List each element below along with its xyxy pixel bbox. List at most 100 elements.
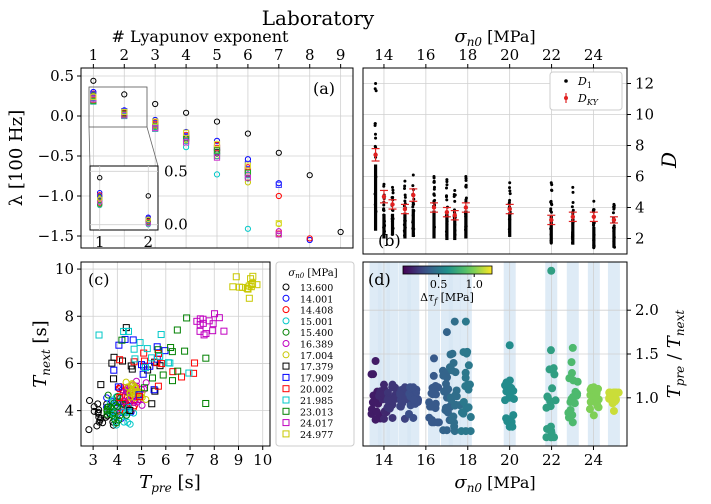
x-tick-label: 9	[234, 451, 244, 469]
d1-point	[382, 232, 386, 236]
d1-point	[373, 192, 377, 196]
y-tick-label: 0.0	[50, 107, 74, 125]
d1-point	[612, 207, 616, 211]
data-point	[161, 347, 169, 355]
d1-point	[612, 235, 616, 239]
data-point	[121, 108, 128, 116]
dky-point	[444, 209, 450, 215]
x-tick-label: 4	[113, 451, 123, 469]
ratio-point	[409, 383, 418, 392]
ratio-point	[442, 426, 451, 435]
ratio-point	[464, 385, 473, 394]
ratio-point	[442, 328, 451, 337]
d1-point	[391, 188, 395, 192]
d1-point	[453, 188, 457, 192]
d1-column	[445, 212, 449, 241]
ratio-point	[464, 403, 473, 412]
zoom-box	[88, 86, 148, 128]
d1-point	[613, 245, 617, 249]
legend-marker	[282, 362, 290, 370]
d1-point	[549, 181, 553, 185]
d1-point	[507, 227, 511, 231]
d1-point	[390, 232, 394, 236]
inset-point	[97, 196, 103, 202]
d1-point	[453, 229, 457, 233]
data-point	[337, 228, 344, 236]
data-point	[220, 327, 228, 335]
data-point	[213, 140, 221, 148]
data-point	[121, 91, 128, 98]
d1-point	[549, 199, 553, 203]
data-point	[152, 124, 159, 132]
data-point	[249, 272, 257, 280]
data-point	[131, 384, 139, 392]
d1-point	[549, 241, 553, 245]
x-tick-label: 4	[181, 46, 191, 64]
d1-point	[508, 189, 512, 193]
legend-marker	[282, 306, 290, 314]
y-tick-label: 1.0	[635, 389, 659, 407]
y-axis-label: Tpre / Tnext	[664, 310, 687, 399]
x-tick-label: 14	[374, 451, 393, 469]
d1-point	[571, 233, 575, 237]
data-point	[90, 407, 98, 415]
ratio-point	[551, 396, 560, 405]
data-point	[86, 397, 94, 405]
x-tick-label: 9	[336, 46, 346, 64]
data-point	[191, 359, 199, 367]
data-point	[275, 181, 282, 188]
ratio-point	[443, 373, 452, 382]
y-tick-label: −1.0	[38, 187, 74, 205]
data-point	[131, 355, 139, 363]
d1-point	[411, 219, 415, 223]
ratio-point	[444, 385, 453, 394]
ratio-point	[502, 414, 511, 423]
inset-point	[97, 175, 103, 181]
d1-point	[403, 179, 407, 183]
legend-label: 15.400	[300, 328, 333, 339]
data-point	[275, 149, 282, 156]
data-point	[275, 220, 282, 227]
ratio-point	[409, 413, 418, 422]
y-tick-label: 10	[55, 260, 74, 278]
legend-marker	[282, 340, 290, 347]
x-tick-label: 14	[374, 46, 393, 64]
data-point	[90, 93, 97, 100]
data-point	[211, 310, 219, 318]
d1-point	[453, 199, 457, 203]
data-point	[124, 418, 132, 426]
d1-point	[444, 194, 448, 198]
inset-x-tick-label: 1	[95, 233, 105, 251]
data-point	[135, 391, 143, 399]
d1-point	[549, 232, 553, 236]
y-tick-label: 6	[635, 168, 645, 186]
d1-point	[374, 136, 378, 140]
data-point	[148, 354, 156, 362]
data-point	[116, 399, 124, 407]
data-point	[209, 327, 217, 335]
legend-title: σn0 [MPa]	[288, 268, 337, 280]
d1-point	[571, 190, 575, 194]
x-tick-label: 6	[161, 451, 171, 469]
ratio-point	[546, 346, 555, 355]
ratio-point	[371, 415, 380, 424]
ratio-point	[573, 377, 582, 386]
data-point	[131, 397, 139, 405]
data-point	[139, 370, 147, 378]
data-point	[215, 314, 223, 322]
legend-marker	[282, 373, 290, 381]
legend-label: 21.985	[300, 396, 333, 407]
d1-point	[550, 188, 554, 192]
colorbar	[402, 265, 493, 275]
legend-label: 24.017	[300, 419, 333, 430]
d1-point	[549, 239, 553, 243]
ratio-point	[505, 341, 514, 350]
ratio-point	[585, 405, 594, 414]
d1-point	[403, 226, 407, 230]
d1-point	[445, 219, 449, 223]
data-point	[178, 373, 186, 381]
d1-point	[382, 219, 386, 223]
ratio-point	[548, 384, 557, 393]
d1-point	[592, 199, 596, 203]
